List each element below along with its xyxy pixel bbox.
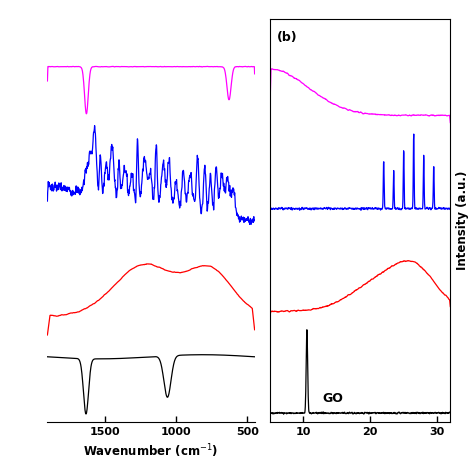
- X-axis label: Wavenumber (cm$^{-1}$): Wavenumber (cm$^{-1}$): [83, 442, 219, 460]
- Y-axis label: Intensity (a.u.): Intensity (a.u.): [456, 171, 469, 270]
- Text: (b): (b): [277, 31, 298, 44]
- Text: GO: GO: [322, 392, 343, 404]
